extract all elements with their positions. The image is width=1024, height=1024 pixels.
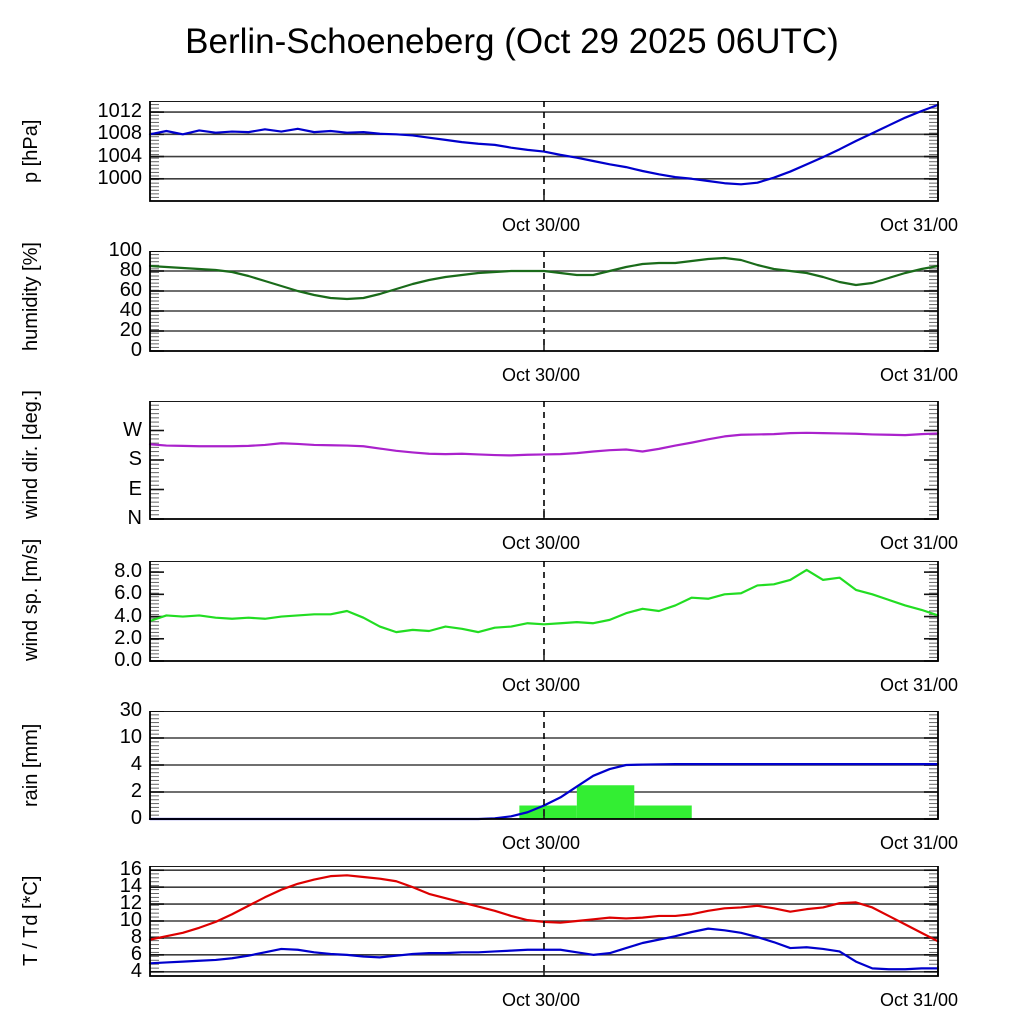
y-tick-label-humidity: 40 <box>119 299 142 321</box>
y-tick-label-wind_speed: 0.0 <box>114 649 142 671</box>
series-wind-direction <box>148 431 940 457</box>
plot-frame <box>149 401 939 520</box>
y-axis-label-humidity: humidity [%] <box>20 242 42 351</box>
y-tick-label-pressure: 1012 <box>97 100 143 123</box>
y-tick-label-wind_dir: S <box>128 448 142 470</box>
x-tick-label-right-pressure: Oct 31/00 <box>880 215 959 235</box>
y-tick-label-temperature: 16 <box>119 858 142 881</box>
x-tick-label-right-wind_speed: Oct 31/00 <box>880 675 959 695</box>
series-t <box>148 874 940 943</box>
y-axis-label-wind_dir: wind dir. [deg.] <box>20 390 42 519</box>
panel-rain <box>0 711 1024 849</box>
y-tick-label-temperature: 4 <box>130 959 142 982</box>
y-tick-label-pressure: 1008 <box>97 122 143 145</box>
x-tick-label-left-pressure: Oct 30/00 <box>502 215 581 235</box>
x-tick-label-left-wind_speed: Oct 30/00 <box>502 675 581 695</box>
plot-frame <box>149 251 939 352</box>
y-tick-label-humidity: 80 <box>119 259 142 281</box>
y-axis-label-wind_speed: wind sp. [m/s] <box>20 538 42 661</box>
y-tick-label-humidity: 20 <box>119 319 142 341</box>
y-tick-label-rain: 30 <box>119 699 142 721</box>
x-tick-label-right-rain: Oct 31/00 <box>880 833 959 853</box>
panel-temperature <box>0 866 1024 1006</box>
x-tick-label-right-wind_dir: Oct 31/00 <box>880 533 959 553</box>
y-tick-label-wind_dir: N <box>127 507 142 529</box>
plot-frame <box>149 101 939 202</box>
plot-frame <box>149 866 939 977</box>
series-relative-humidity <box>148 256 940 301</box>
y-tick-label-wind_speed: 2.0 <box>114 626 142 649</box>
panel-pressure <box>0 101 1024 231</box>
series-pressure <box>148 103 940 186</box>
x-tick-label-right-humidity: Oct 31/00 <box>880 365 959 385</box>
panel-wind_dir <box>0 401 1024 549</box>
y-tick-label-rain: 0 <box>130 807 142 829</box>
plot-frame <box>149 711 939 820</box>
rain-bar <box>576 785 635 819</box>
y-tick-label-wind_dir: E <box>128 477 142 500</box>
y-tick-label-rain: 2 <box>130 780 142 802</box>
y-axis-label-rain: rain [mm] <box>20 723 42 807</box>
y-tick-label-pressure: 1000 <box>97 166 143 189</box>
x-tick-label-left-rain: Oct 30/00 <box>502 833 581 853</box>
y-tick-label-rain: 10 <box>119 726 142 748</box>
x-tick-label-left-wind_dir: Oct 30/00 <box>502 533 581 553</box>
y-tick-label-humidity: 60 <box>119 279 142 301</box>
y-tick-label-rain: 4 <box>130 753 142 775</box>
y-axis-label-pressure: p [hPa] <box>20 119 42 183</box>
y-tick-label-pressure: 1004 <box>97 144 143 167</box>
plot-frame <box>149 561 939 662</box>
y-tick-label-wind_speed: 8.0 <box>114 560 142 583</box>
panel-humidity <box>0 251 1024 381</box>
y-tick-label-temperature: 14 <box>119 875 142 898</box>
y-tick-label-humidity: 0 <box>130 339 142 361</box>
series-td <box>148 927 940 971</box>
y-tick-label-wind_speed: 4.0 <box>114 604 142 627</box>
y-axis-label-temperature: T / Td [*C] <box>20 875 42 967</box>
page-title: Berlin-Schoeneberg (Oct 29 2025 06UTC) <box>185 22 839 61</box>
y-tick-label-temperature: 12 <box>119 892 142 915</box>
y-tick-label-wind_dir: W <box>123 418 142 441</box>
y-tick-label-temperature: 10 <box>119 909 142 931</box>
panel-wind_speed <box>0 561 1024 691</box>
y-tick-label-humidity: 100 <box>108 239 142 261</box>
x-tick-label-left-temperature: Oct 30/00 <box>502 990 581 1010</box>
rain-cumulative-line <box>148 763 940 821</box>
y-tick-label-temperature: 6 <box>130 942 142 965</box>
y-tick-label-wind_speed: 6.0 <box>114 582 142 605</box>
rain-bar <box>634 805 692 819</box>
x-tick-label-left-humidity: Oct 30/00 <box>502 365 581 385</box>
y-tick-label-temperature: 8 <box>130 925 142 948</box>
x-tick-label-right-temperature: Oct 31/00 <box>880 990 959 1010</box>
series-wind-speed <box>148 568 940 634</box>
